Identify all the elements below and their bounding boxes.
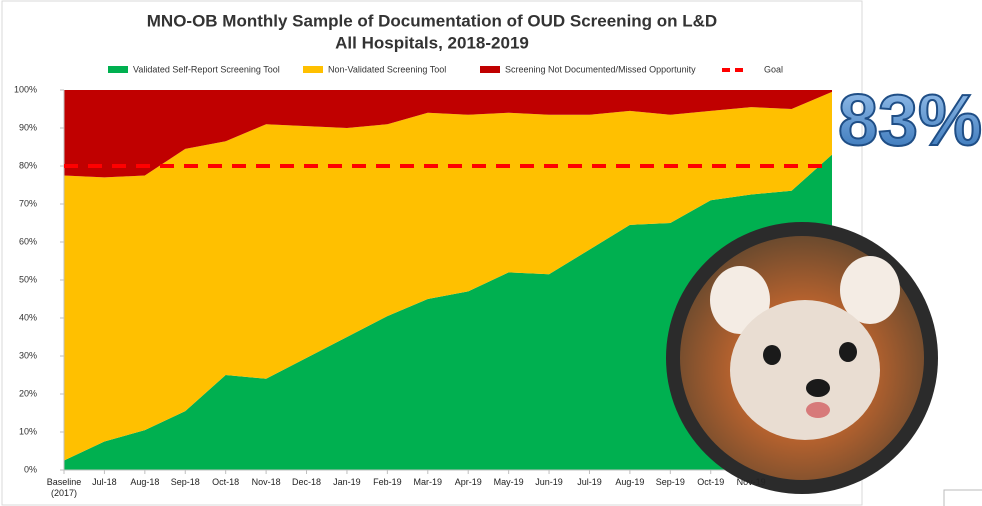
y-tick-label: 80% bbox=[19, 160, 37, 170]
y-tick-label: 0% bbox=[24, 464, 37, 474]
y-tick-label: 40% bbox=[19, 312, 37, 322]
mouth bbox=[806, 402, 830, 418]
chart: MNO-OB Monthly Sample of Documentation o… bbox=[0, 0, 982, 506]
y-tick-label: 50% bbox=[19, 274, 37, 284]
x-tick-label: Jun-19 bbox=[526, 477, 572, 488]
nose bbox=[806, 379, 830, 397]
x-tick-label: Feb-19 bbox=[364, 477, 410, 488]
x-tick-label: Mar-19 bbox=[405, 477, 451, 488]
x-tick-label: Aug-18 bbox=[122, 477, 168, 488]
chart-subtitle: All Hospitals, 2018-2019 bbox=[335, 33, 529, 52]
x-tick-label: May-19 bbox=[486, 477, 532, 488]
x-tick-label: Apr-19 bbox=[445, 477, 491, 488]
y-tick-label: 90% bbox=[19, 122, 37, 132]
x-tick-label: Jan-19 bbox=[324, 477, 370, 488]
page: MNO-OB Monthly Sample of Documentation o… bbox=[0, 0, 982, 506]
legend-swatch bbox=[480, 66, 500, 73]
y-tick-label: 20% bbox=[19, 388, 37, 398]
legend-swatch bbox=[303, 66, 323, 73]
x-tick-label: Oct-18 bbox=[203, 477, 249, 488]
x-tick-label: Oct-19 bbox=[688, 477, 734, 488]
legend-label: Validated Self-Report Screening Tool bbox=[133, 64, 280, 74]
x-tick-label: Jul-18 bbox=[81, 477, 127, 488]
face bbox=[730, 300, 880, 440]
x-tick-label: Aug-19 bbox=[607, 477, 653, 488]
y-tick-label: 60% bbox=[19, 236, 37, 246]
eye bbox=[839, 342, 857, 362]
y-tick-label: 10% bbox=[19, 426, 37, 436]
x-tick-label: Sep-19 bbox=[647, 477, 693, 488]
y-tick-label: 100% bbox=[14, 84, 37, 94]
y-tick-label: 70% bbox=[19, 198, 37, 208]
legend-swatch bbox=[108, 66, 128, 73]
x-tick-label: Baseline (2017) bbox=[41, 477, 87, 499]
y-tick-label: 30% bbox=[19, 350, 37, 360]
x-tick-label: Nov-18 bbox=[243, 477, 289, 488]
corner-box bbox=[944, 490, 982, 506]
x-tick-label: Sep-18 bbox=[162, 477, 208, 488]
annotation: 83% bbox=[838, 81, 982, 161]
x-tick-label: Nov-19 bbox=[728, 477, 774, 488]
x-tick-label: Dec-18 bbox=[284, 477, 330, 488]
legend-label: Screening Not Documented/Missed Opportun… bbox=[505, 64, 696, 74]
legend-label: Non-Validated Screening Tool bbox=[328, 64, 446, 74]
legend-label: Goal bbox=[764, 64, 783, 74]
x-tick-label: Jul-19 bbox=[566, 477, 612, 488]
chart-title: MNO-OB Monthly Sample of Documentation o… bbox=[147, 11, 717, 30]
eye bbox=[763, 345, 781, 365]
